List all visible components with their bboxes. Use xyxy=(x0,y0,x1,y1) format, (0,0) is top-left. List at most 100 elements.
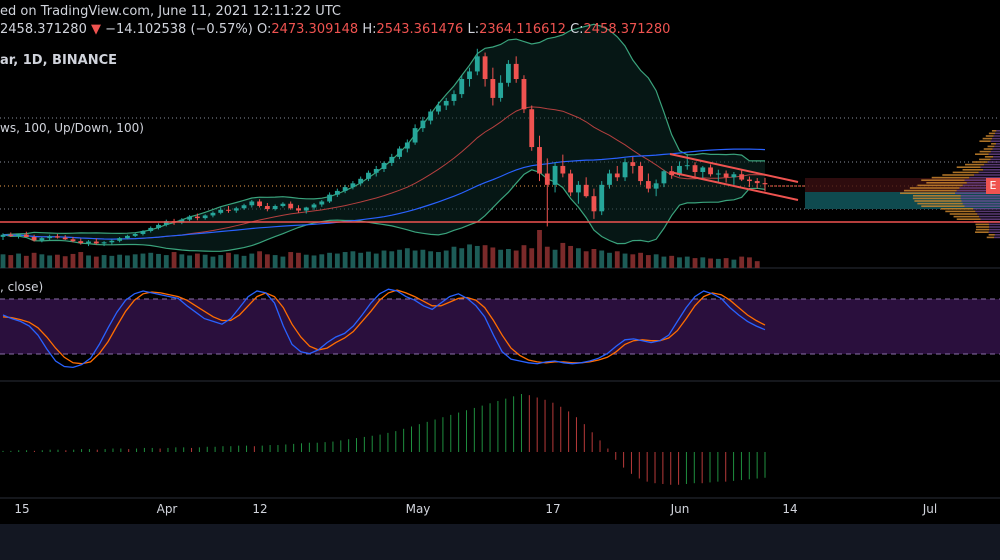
profile-row-down xyxy=(993,156,1000,158)
close-label: C: xyxy=(570,22,584,37)
candle-body xyxy=(443,100,449,106)
profile-row-down xyxy=(994,236,1000,239)
candle-body xyxy=(645,181,651,189)
candle-body xyxy=(700,167,706,172)
profile-row-down xyxy=(977,213,1000,215)
candle-body xyxy=(653,183,659,189)
profile-row-down xyxy=(989,226,1000,228)
volume-bar xyxy=(568,245,574,268)
volume-bar xyxy=(591,249,597,268)
volume-bar xyxy=(272,255,278,268)
volume-bar xyxy=(653,254,659,268)
profile-row-down xyxy=(974,174,1000,176)
candle-body xyxy=(451,94,457,101)
volume-bar xyxy=(117,254,123,268)
candle-body xyxy=(739,174,745,180)
stochastic-rsi-pane xyxy=(0,288,1000,369)
candle-body xyxy=(747,179,752,182)
profile-row-up xyxy=(985,135,994,137)
candle-body xyxy=(0,234,6,237)
volume-bar xyxy=(638,252,644,268)
x-tick-label: 12 xyxy=(252,502,267,516)
candle-body xyxy=(428,111,434,121)
candle-body xyxy=(521,79,527,110)
candle-body xyxy=(381,162,387,169)
profile-row-down xyxy=(962,202,1000,205)
candle-body xyxy=(754,181,760,184)
high-value: 2543.361476 xyxy=(376,22,464,37)
volume-bar xyxy=(334,253,340,268)
profile-row-down xyxy=(964,205,1000,207)
volume-bar xyxy=(661,256,667,268)
profile-row-down xyxy=(966,182,1000,184)
candlestick-series[interactable] xyxy=(0,48,768,247)
candle-body xyxy=(537,147,542,174)
candle-body xyxy=(591,196,597,212)
volume-bar xyxy=(311,255,317,268)
volume-bar xyxy=(257,251,263,268)
profile-row-down xyxy=(979,215,1000,218)
profile-row-up xyxy=(988,234,995,236)
candle-body xyxy=(575,184,581,193)
low-value: 2364.116612 xyxy=(479,22,566,37)
volume-bars xyxy=(0,230,760,268)
low-label: L: xyxy=(467,22,480,37)
profile-row-up xyxy=(912,195,961,197)
volume-bar xyxy=(8,255,14,268)
candle-body xyxy=(342,187,348,191)
profile-row-down xyxy=(978,171,1000,174)
candle-body xyxy=(288,203,294,209)
profile-row-up xyxy=(926,182,967,184)
volume-bar xyxy=(226,252,231,268)
candle-body xyxy=(194,216,200,219)
volume-bar xyxy=(47,255,53,268)
profile-row-down xyxy=(996,130,1000,132)
volume-bar xyxy=(148,252,154,268)
close-value: 2458.371280 xyxy=(583,22,671,37)
volume-bar xyxy=(412,250,418,268)
volume-bar xyxy=(451,246,457,268)
candle-body xyxy=(708,167,713,175)
volume-bar xyxy=(78,252,84,268)
volume-bar xyxy=(583,251,589,268)
candle-body xyxy=(412,128,418,143)
candle-body xyxy=(23,234,29,238)
volume-bar xyxy=(529,248,535,268)
candle-body xyxy=(202,215,208,219)
profile-row-up xyxy=(988,132,995,135)
candle-body xyxy=(62,237,68,240)
profile-row-down xyxy=(992,137,1000,140)
volume-bar xyxy=(505,249,511,268)
volume-bar xyxy=(607,252,612,268)
candle-body xyxy=(311,204,317,208)
profile-row-down xyxy=(990,150,1000,153)
open-label: O: xyxy=(256,22,272,37)
profile-row-down xyxy=(994,234,1000,236)
candle-body xyxy=(358,178,364,184)
profile-row-up xyxy=(962,169,984,171)
candle-body xyxy=(436,105,441,112)
volume-bar xyxy=(498,249,504,268)
volume-bar xyxy=(692,258,698,268)
volume-bar xyxy=(443,250,449,268)
candle-body xyxy=(132,233,138,236)
volume-bar xyxy=(101,255,107,268)
profile-row-down xyxy=(984,163,1000,166)
volume-bar xyxy=(708,258,713,268)
candle-body xyxy=(241,205,247,209)
volume-bar xyxy=(156,253,161,268)
price-scale-tag: E xyxy=(986,178,1000,194)
volume-bar xyxy=(194,253,200,268)
candle-body xyxy=(544,173,550,185)
candle-body xyxy=(179,219,185,223)
moving-average-line xyxy=(2,148,766,240)
candle-body xyxy=(31,237,37,241)
profile-row-up xyxy=(965,163,985,166)
open-value: 2473.309148 xyxy=(271,22,359,37)
candle-body xyxy=(482,56,488,80)
profile-row-up xyxy=(987,145,995,148)
volume-bar xyxy=(0,254,6,268)
profile-row-down xyxy=(980,218,1000,220)
high-label: H: xyxy=(362,22,377,37)
